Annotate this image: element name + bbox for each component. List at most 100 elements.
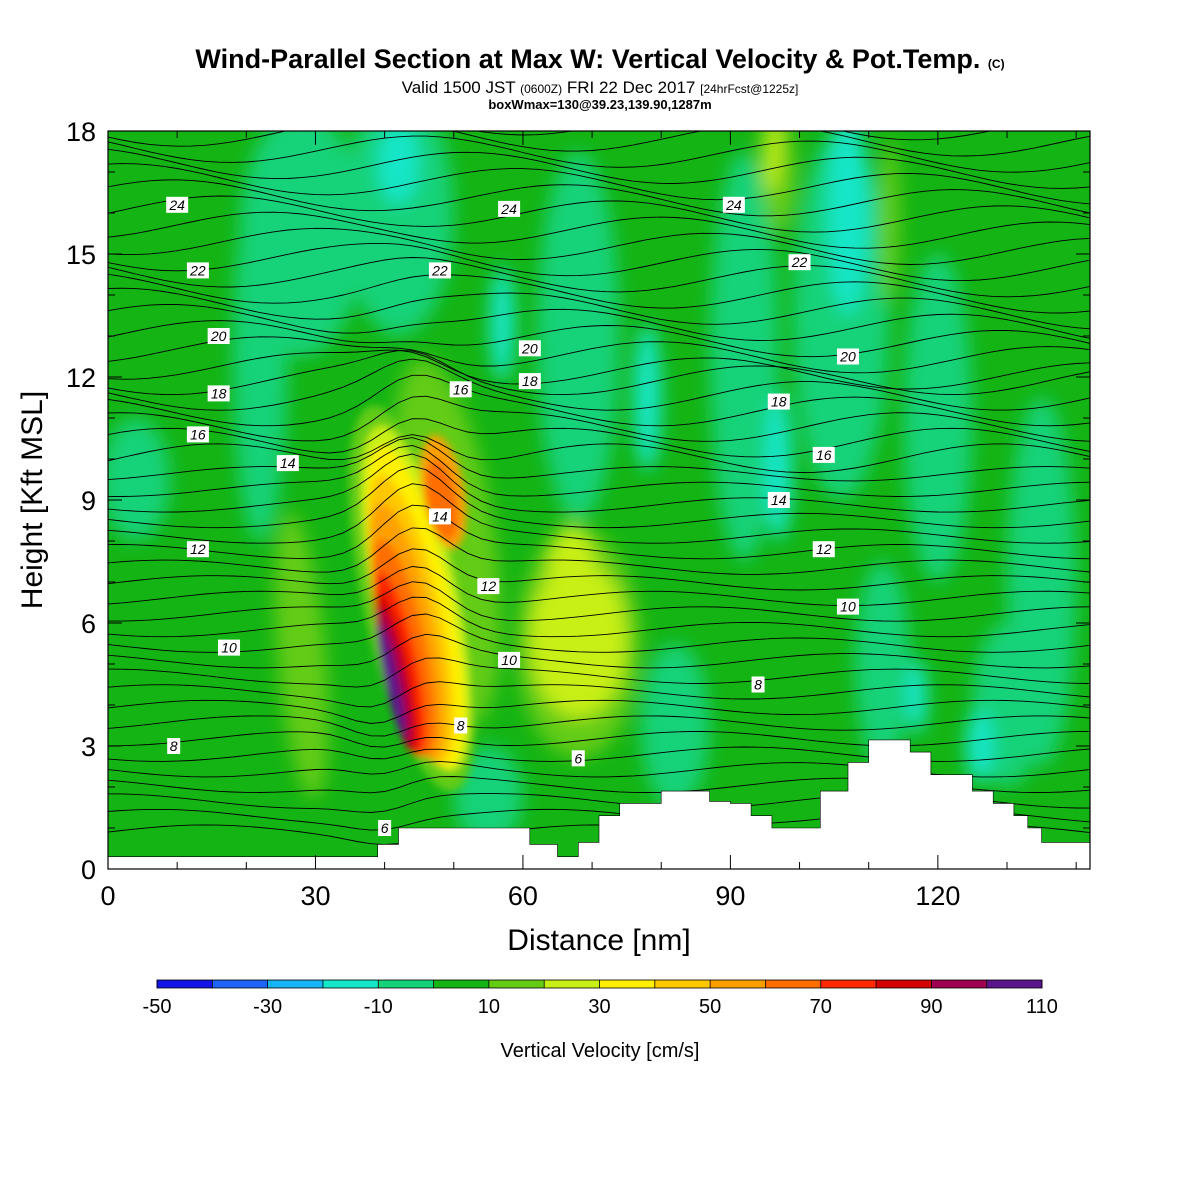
theta-label-text: 8 — [754, 677, 762, 693]
theta-label-text: 16 — [453, 381, 469, 397]
velocity-region — [903, 254, 973, 582]
theta-label-box — [498, 200, 521, 217]
theta-contour — [108, 715, 1090, 737]
theta-label-box — [767, 492, 790, 508]
colorbar-tick-label: 30 — [588, 996, 610, 1018]
theta-label: 16 — [812, 446, 835, 463]
theta-label-box — [788, 254, 811, 271]
colorbar-label: Vertical Velocity [cm/s] — [501, 1040, 700, 1062]
colorbar-tick-label: -50 — [143, 996, 172, 1018]
theta-contour — [108, 257, 1090, 298]
theta-contour — [108, 504, 1090, 560]
colorbar-swatch — [599, 980, 656, 988]
theta-label-box — [518, 340, 541, 357]
theta-label-text: 20 — [521, 340, 538, 356]
colorbar-swatch — [322, 980, 379, 988]
velocity-field — [108, 131, 1077, 845]
colorbar-swatch — [876, 980, 932, 988]
theta-label-box — [812, 541, 835, 558]
velocity-region — [827, 131, 869, 316]
theta-contour — [108, 336, 1090, 374]
colorbar-swatch — [820, 980, 877, 988]
theta-label: 16 — [186, 426, 209, 443]
theta-label-text: 8 — [170, 738, 178, 754]
colorbar-swatch — [157, 980, 213, 988]
velocity-region — [640, 643, 710, 808]
theta-label-box — [186, 262, 209, 279]
velocity-region — [633, 323, 662, 472]
colorbar-swatch — [267, 980, 324, 988]
theta-contour — [108, 148, 1090, 189]
theta-contour — [108, 131, 1090, 157]
theta-label-text: 16 — [816, 447, 832, 463]
theta-label-text: 10 — [840, 599, 856, 615]
theta-contour — [108, 242, 1090, 282]
colorbar-swatch — [378, 980, 435, 988]
valid-time-utc: (0600Z) — [520, 82, 563, 96]
theta-label: 14 — [276, 455, 299, 472]
theta-contour — [108, 434, 1090, 473]
theta-label-box — [836, 598, 859, 615]
theta-label-box — [186, 541, 209, 558]
velocity-region — [536, 151, 620, 521]
velocity-region — [274, 512, 329, 799]
theta-label-text: 14 — [432, 508, 448, 524]
velocity-region — [343, 131, 454, 336]
x-tick-label: 30 — [300, 881, 330, 911]
theta-label: 10 — [836, 598, 859, 615]
theta-label-text: 24 — [500, 201, 517, 217]
velocity-region — [879, 139, 900, 304]
theta-contour — [108, 418, 1090, 458]
colorbar-tick-label: 70 — [810, 996, 832, 1018]
theta-contour — [108, 437, 1090, 482]
theta-contour — [108, 358, 1090, 411]
y-tick-label: 12 — [66, 363, 96, 393]
theta-labels: 24 24 24 22 22 22 20 20 20 18 18 18 16 16 16 14 14 14 12 12… — [166, 196, 859, 836]
y-tick-label: 3 — [81, 732, 96, 762]
axes: 0 30 60 90 120 0 3 6 9 12 15 18 Distance [nm] Height … — [16, 117, 1091, 957]
y-tick-label: 6 — [81, 609, 96, 639]
theta-label-text: 24 — [725, 197, 742, 213]
theta-contour — [108, 395, 1090, 442]
x-tick-label: 0 — [100, 881, 115, 911]
colorbar-tick-label: -30 — [253, 996, 282, 1018]
theta-label: 22 — [428, 262, 451, 279]
updraft-core — [348, 405, 476, 792]
theta-label: 8 — [167, 738, 181, 754]
theta-label-text: 14 — [280, 455, 296, 471]
terrain — [108, 739, 1090, 869]
colorbar-swatch — [544, 980, 600, 988]
x-axis-label: Distance [nm] — [507, 924, 690, 957]
theta-label-text: 18 — [771, 394, 787, 410]
theta-label: 24 — [498, 200, 521, 217]
velocity-region — [854, 561, 911, 767]
theta-label-text: 14 — [771, 492, 787, 508]
velocity-region — [965, 709, 994, 783]
theta-label-box — [498, 651, 521, 668]
theta-label-box — [751, 676, 765, 693]
theta-label-box — [428, 262, 451, 279]
theta-contour — [108, 445, 1090, 497]
theta-label-text: 8 — [457, 718, 465, 734]
theta-label: 22 — [788, 254, 811, 271]
x-tick-label: 120 — [915, 881, 960, 911]
theta-contour — [108, 657, 1090, 688]
theta-label-box — [218, 639, 241, 656]
x-tick-label: 60 — [508, 881, 538, 911]
theta-label: 10 — [498, 651, 521, 668]
theta-label-box — [276, 455, 299, 472]
theta-label-box — [166, 196, 189, 213]
x-tick-label: 90 — [715, 881, 745, 911]
theta-label-text: 10 — [501, 652, 517, 668]
title-block: Wind-Parallel Section at Max W: Vertical… — [0, 44, 1200, 112]
theta-label-text: 18 — [522, 373, 538, 389]
theta-label: 16 — [449, 381, 472, 398]
theta-label: 12 — [812, 541, 835, 558]
theta-label: 20 — [518, 340, 541, 357]
colorbar-tick-label: 10 — [478, 996, 500, 1018]
theta-label-text: 18 — [211, 385, 227, 401]
velocity-region — [764, 393, 793, 541]
theta-label-text: 6 — [381, 820, 389, 836]
theta-label: 6 — [378, 820, 392, 836]
theta-label-box — [722, 196, 745, 213]
